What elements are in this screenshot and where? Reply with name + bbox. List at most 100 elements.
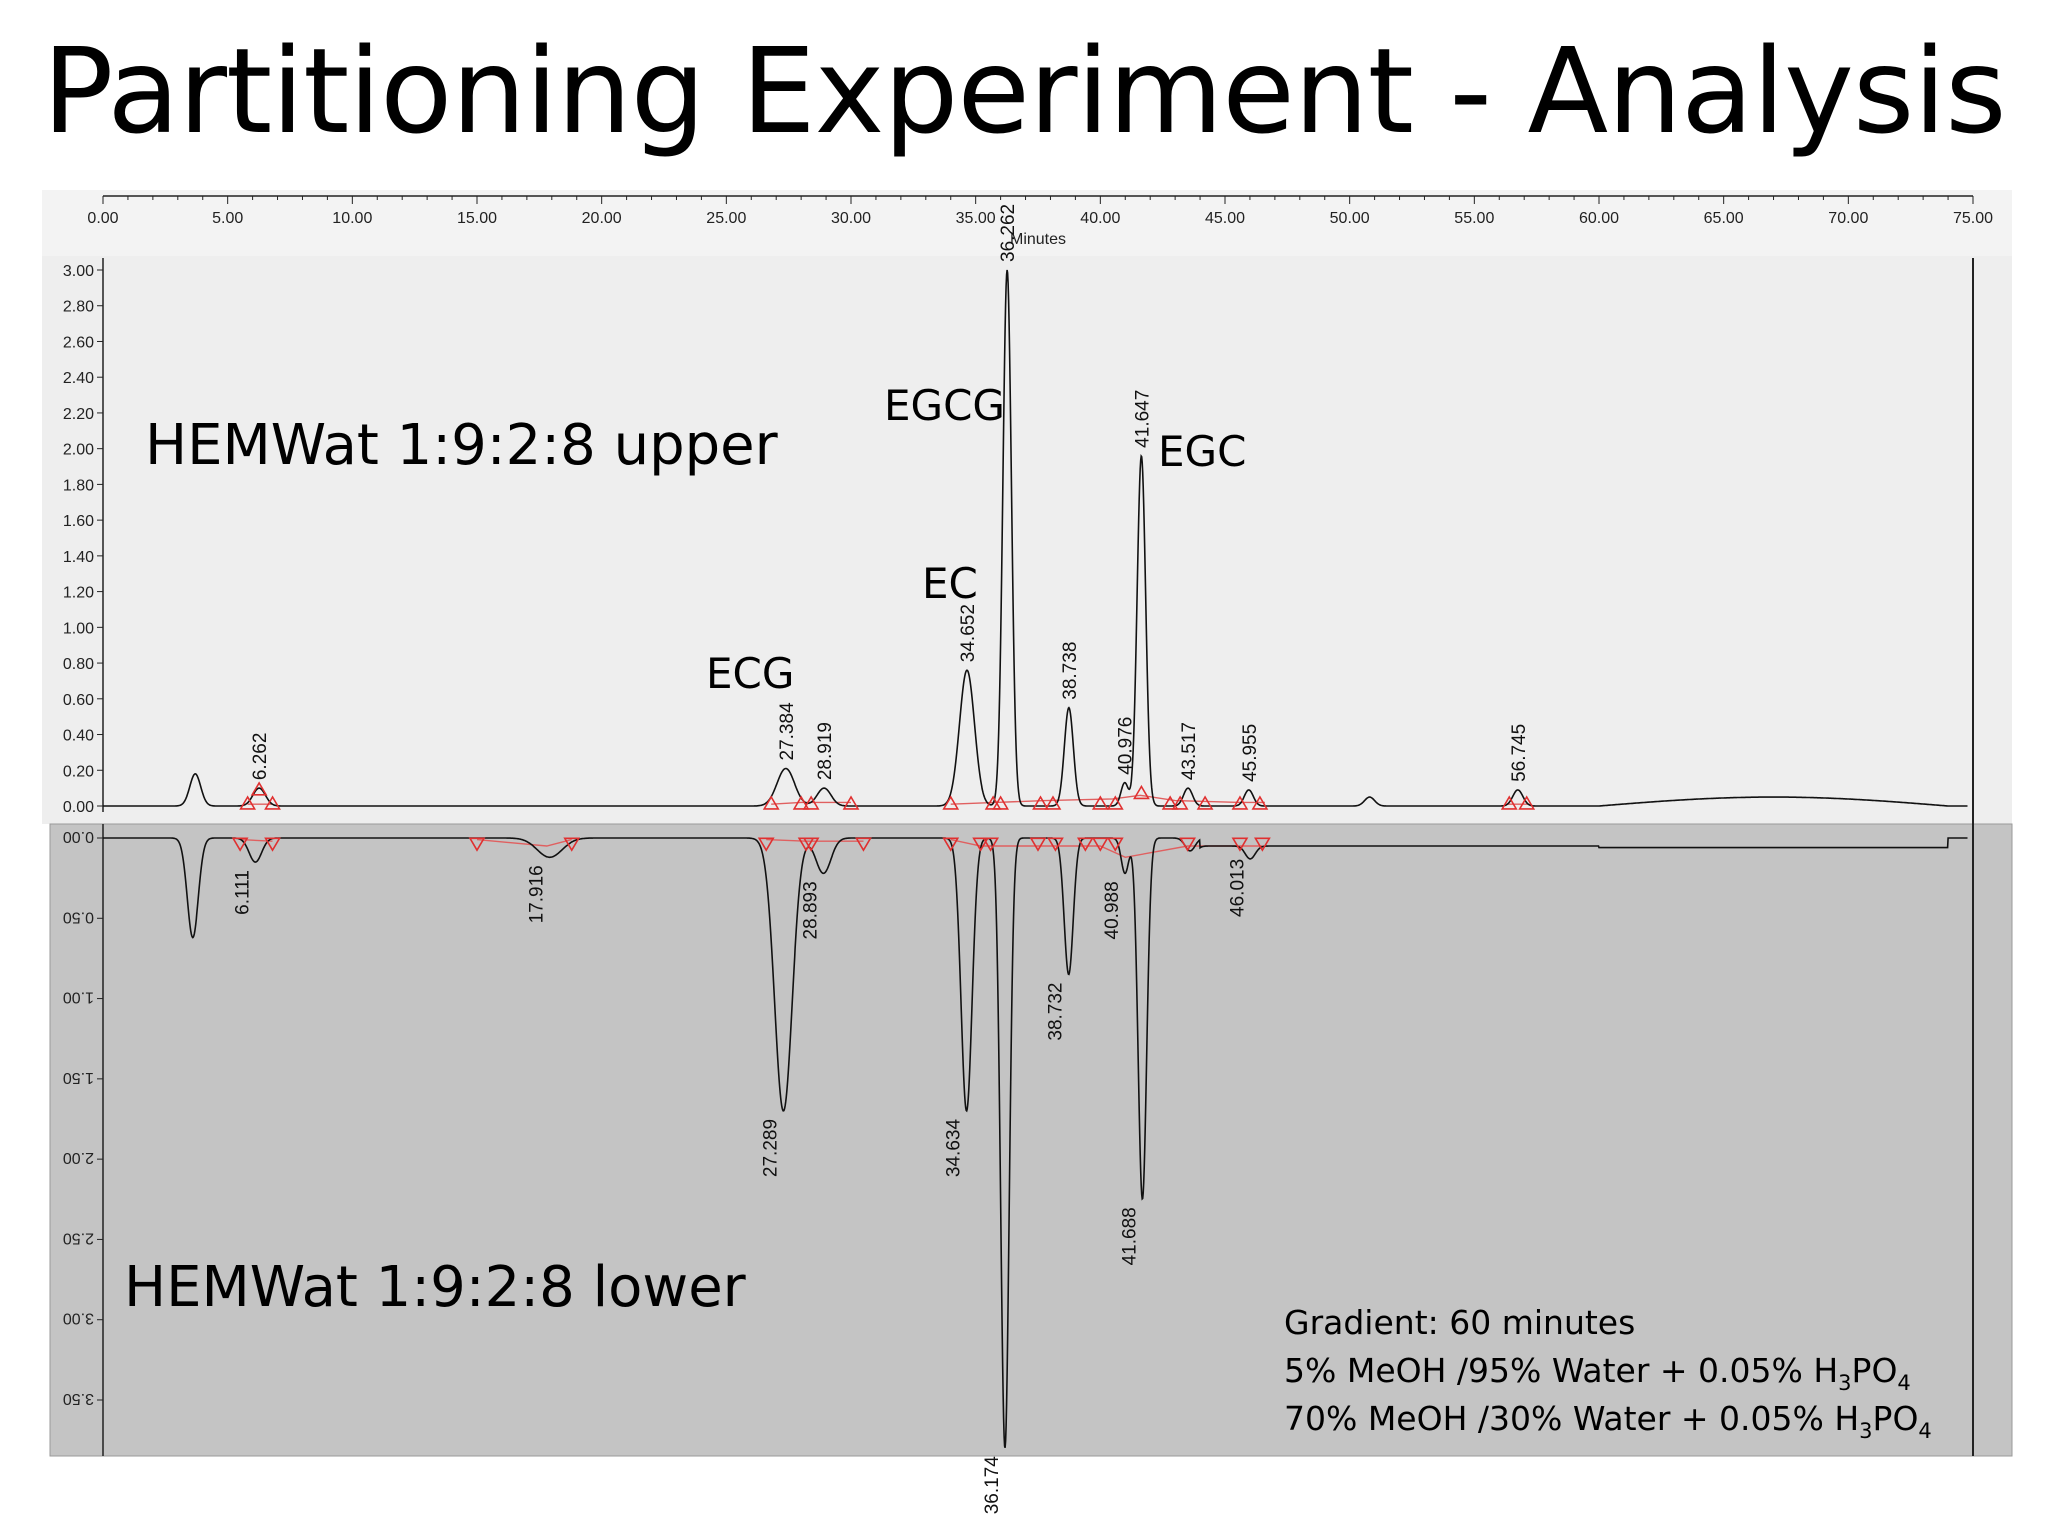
lower-panel-border <box>49 823 2013 1457</box>
lower-peak-label: 34.634 <box>944 1119 965 1178</box>
x-tick-label: 65.00 <box>1704 210 1744 227</box>
lower-peak-marker <box>942 837 960 852</box>
upper-peak-marker <box>1500 795 1518 810</box>
upper-peak-marker <box>1171 795 1189 810</box>
upper-peak-marker <box>1196 795 1214 810</box>
lower-y-tick-label: 0.50 <box>63 908 94 925</box>
annotation-egcg: EGCG <box>884 381 1005 430</box>
annotation-ecg: ECG <box>706 649 794 698</box>
upper-peak-marker <box>942 795 960 810</box>
upper-peak-markers <box>239 781 1536 810</box>
lower-peak-marker <box>757 837 775 852</box>
lower-phase-label: HEMWat 1:9:2:8 lower <box>124 1255 747 1320</box>
annotation-egc: EGC <box>1158 427 1246 476</box>
upper-y-tick-label: 3.00 <box>63 263 94 280</box>
lower-peak-marker <box>982 837 1000 852</box>
lower-peak-label: 17.916 <box>527 865 548 923</box>
upper-baseline-segment <box>771 801 851 805</box>
lower-peak-marker <box>1254 837 1271 852</box>
lower-y-tick-label: 2.50 <box>63 1229 94 1246</box>
upper-y-tick-label: 0.40 <box>63 728 94 745</box>
upper-peak-label: 28.919 <box>815 722 836 780</box>
upper-y-axis-ticks: 0.00 0.20 0.40 0.60 0.80 1.00 1.20 1.40 1.60 1.80… <box>63 263 103 816</box>
upper-peak-label: 34.652 <box>958 604 979 662</box>
lower-y-tick-label: 3.50 <box>63 1390 94 1407</box>
lower-peak-marker <box>563 837 581 852</box>
lower-peak-label: 41.688 <box>1119 1207 1140 1265</box>
gradient-note-line3: 70% MeOH /30% Water + 0.05% H3PO4 <box>1284 1399 1932 1443</box>
upper-y-tick-label: 0.20 <box>63 763 94 780</box>
lower-peak-marker <box>468 837 486 852</box>
upper-peak-marker <box>1518 795 1536 810</box>
x-axis-ticks: 0.00 5.00 10.00 15.00 20.00 25.00 30.00 35.00 40… <box>87 196 1993 227</box>
x-tick-label: 15.00 <box>457 210 497 227</box>
upper-peak-label: 45.955 <box>1240 724 1261 782</box>
upper-peak-label: 40.976 <box>1116 717 1137 775</box>
upper-y-tick-label: 2.20 <box>63 406 94 423</box>
axis-panel-background <box>42 190 2012 256</box>
lower-peak-marker <box>1091 837 1109 852</box>
upper-phase-label: HEMWat 1:9:2:8 upper <box>145 413 779 478</box>
gradient-note-line2: 5% MeOH /95% Water + 0.05% H3PO4 <box>1284 1351 1911 1395</box>
x-tick-label: 55.00 <box>1454 210 1494 227</box>
lower-peak-marker <box>1231 837 1249 852</box>
upper-peak-marker <box>992 795 1009 810</box>
upper-peak-marker <box>792 795 810 810</box>
lower-peak-markers <box>231 837 1271 852</box>
upper-peak-labels: 6.262 27.384 28.919 34.652 36.262 38.738 40.97… <box>250 204 1530 782</box>
upper-y-tick-label: 2.40 <box>63 370 94 387</box>
upper-peak-marker <box>250 781 268 796</box>
upper-peak-marker <box>802 795 820 810</box>
upper-peak-marker <box>239 795 257 810</box>
x-tick-label: 50.00 <box>1330 210 1370 227</box>
x-tick-label: 25.00 <box>706 210 746 227</box>
x-tick-label: 0.00 <box>87 210 118 227</box>
upper-y-tick-label: 2.80 <box>63 299 94 316</box>
upper-peak-label: 36.262 <box>998 204 1019 262</box>
slide-title: Partitioning Experiment - Analysis <box>42 22 2006 160</box>
lower-peak-labels: 6.111 17.916 27.289 28.893 34.634 36.174 38.73… <box>232 859 1248 1514</box>
upper-peak-marker <box>1161 795 1179 810</box>
x-tick-label: 40.00 <box>1080 210 1120 227</box>
upper-y-tick-label: 1.00 <box>63 620 94 637</box>
x-tick-label: 35.00 <box>956 210 996 227</box>
x-tick-label: 5.00 <box>212 210 243 227</box>
upper-y-tick-label: 2.60 <box>63 334 94 351</box>
upper-peak-marker <box>1251 795 1269 810</box>
lower-y-tick-label: 0.00 <box>63 828 94 845</box>
upper-y-tick-label: 0.00 <box>63 799 94 816</box>
lower-peak-label: 27.289 <box>760 1119 781 1177</box>
lower-peak-marker <box>972 837 990 852</box>
upper-peak-label: 41.647 <box>1132 390 1153 448</box>
lower-y-tick-label: 1.00 <box>63 989 94 1006</box>
upper-peak-label: 27.384 <box>777 702 798 761</box>
x-tick-label: 10.00 <box>332 210 372 227</box>
upper-peak-label: 56.745 <box>1509 724 1530 782</box>
lower-peak-marker <box>1179 837 1196 852</box>
upper-peak-marker <box>1091 795 1109 810</box>
upper-y-tick-label: 1.60 <box>63 513 94 530</box>
upper-y-tick-label: 1.80 <box>63 477 94 494</box>
lower-peak-marker <box>264 837 281 852</box>
upper-y-tick-label: 1.40 <box>63 549 94 566</box>
lower-peak-label: 40.988 <box>1102 881 1123 939</box>
lower-peak-marker <box>1076 837 1094 852</box>
x-tick-label: 30.00 <box>831 210 871 227</box>
x-tick-label: 60.00 <box>1579 210 1619 227</box>
upper-panel-background <box>42 256 2012 824</box>
lower-peak-marker <box>231 837 249 852</box>
x-tick-label: 20.00 <box>582 210 622 227</box>
lower-panel-background <box>50 824 2012 1456</box>
lower-peak-label: 28.893 <box>800 881 821 939</box>
lower-peak-marker <box>1106 837 1124 852</box>
upper-y-tick-label: 1.20 <box>63 585 94 602</box>
upper-peak-marker <box>1044 795 1062 810</box>
upper-peak-marker <box>1132 784 1150 800</box>
lower-baseline-segment <box>476 838 572 847</box>
x-tick-label: 75.00 <box>1953 210 1993 227</box>
upper-y-tick-label: 0.60 <box>63 692 94 709</box>
lower-peak-marker <box>1047 837 1064 852</box>
upper-peak-marker <box>1231 795 1249 810</box>
upper-peak-marker <box>842 795 860 810</box>
